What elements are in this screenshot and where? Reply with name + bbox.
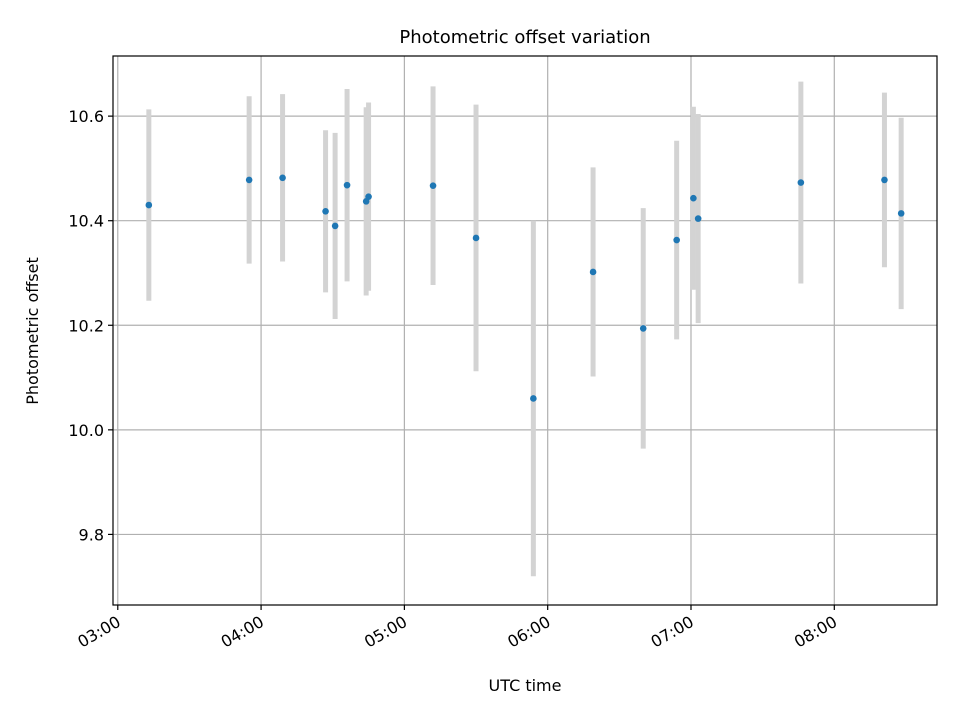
data-point — [639, 325, 647, 332]
y-tick-label: 10.6 — [68, 107, 104, 126]
chart-title: Photometric offset variation — [399, 27, 650, 48]
data-point — [429, 182, 437, 189]
data-point — [673, 236, 680, 244]
data-point — [690, 194, 697, 202]
data-point — [365, 193, 372, 200]
data-point — [472, 234, 480, 242]
data-point — [589, 268, 597, 276]
data-point — [881, 176, 888, 184]
y-axis-label: Photometric offset — [23, 257, 42, 405]
data-point — [245, 176, 253, 184]
data-point — [279, 174, 286, 182]
point-layer — [145, 174, 905, 402]
data-point — [322, 207, 329, 215]
data-point — [897, 210, 905, 217]
data-point — [145, 201, 153, 209]
y-tick-label: 10.0 — [68, 421, 104, 440]
data-point — [331, 222, 339, 230]
data-point — [694, 215, 702, 222]
data-point — [797, 179, 805, 186]
data-point — [343, 181, 351, 189]
x-axis-label: UTC time — [489, 676, 562, 695]
y-tick-label: 9.8 — [79, 525, 104, 544]
y-tick-label: 10.4 — [68, 212, 104, 231]
y-tick-label: 10.2 — [68, 316, 104, 335]
axes-frame — [112, 55, 938, 606]
data-point — [530, 395, 537, 402]
